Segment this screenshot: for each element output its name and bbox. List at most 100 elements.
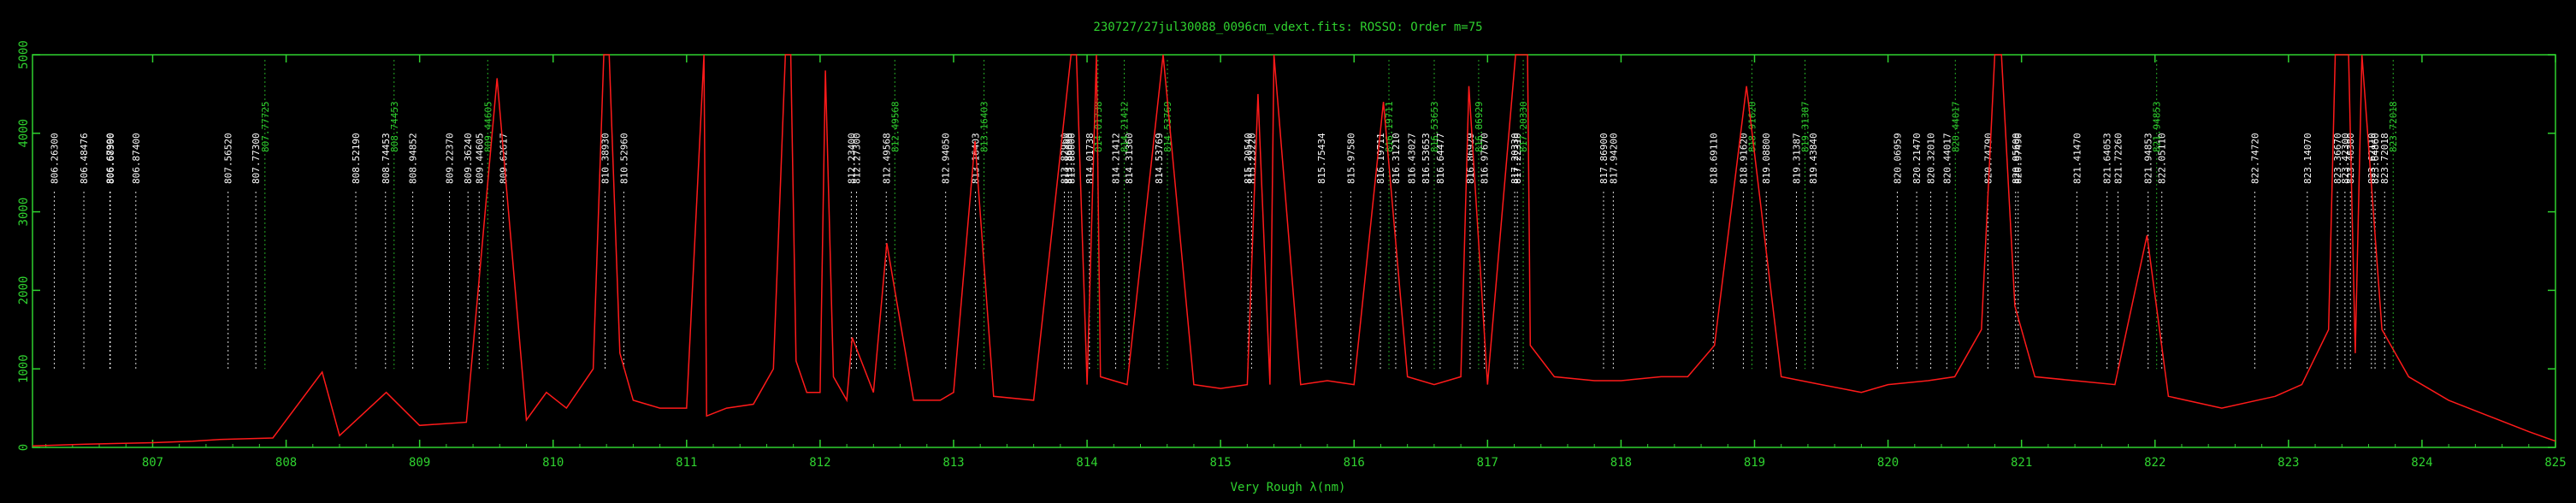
alt-line-label: 820.44017 [1950, 101, 1961, 152]
x-tick-label: 820 [1877, 456, 1899, 470]
x-tick-label: 814 [1076, 456, 1097, 470]
catalog-line-label: 819.43840 [1808, 133, 1819, 184]
alt-line-label: 816.86929 [1474, 101, 1485, 152]
x-tick-label: 823 [2278, 456, 2299, 470]
catalog-line-label: 812.23400 [846, 133, 857, 184]
alt-line-label: 808.74453 [389, 101, 400, 152]
catalog-line-label: 813.86090 [1063, 133, 1074, 184]
catalog-line-label: 814.21412 [1110, 133, 1121, 184]
catalog-line-label: 823.72018 [2379, 133, 2390, 184]
catalog-line-label: 817.86900 [1598, 133, 1610, 184]
catalog-line-label: 821.64053 [2102, 133, 2113, 184]
catalog-line-label: 820.06959 [1892, 133, 1903, 184]
catalog-line-label: 822.74720 [2249, 133, 2260, 184]
catalog-line-label: 818.69110 [1708, 133, 1719, 184]
x-tick-label: 808 [275, 456, 297, 470]
catalog-line-label: 820.97490 [2013, 133, 2024, 184]
alt-line-label: 823.72018 [2388, 101, 2399, 152]
chart-title: 230727/27jul30088_0096cm_vdext.fits: ROS… [1093, 21, 1482, 34]
catalog-line-label: 821.72260 [2112, 133, 2124, 184]
alt-line-label: 814.21412 [1119, 101, 1130, 152]
catalog-line-label: 812.27300 [852, 133, 863, 184]
catalog-line-label: 810.38930 [600, 133, 611, 184]
x-tick-label: 810 [542, 456, 564, 470]
catalog-line-label: 813.88000 [1066, 133, 1077, 184]
catalog-line-label: 810.52960 [618, 133, 629, 184]
catalog-line-label: 818.91620 [1738, 133, 1749, 184]
catalog-line-label: 821.94853 [2143, 133, 2154, 184]
catalog-line-label: 815.75434 [1316, 133, 1327, 184]
axis-ticks-group: 807 808 809 810 811 812 813 814 815 816 817 818 819 8… [17, 40, 2567, 470]
alt-line-label: 819.31387 [1799, 101, 1811, 152]
catalog-line-label: 817.94200 [1608, 133, 1619, 184]
catalog-line-label: 814.31360 [1124, 133, 1135, 184]
x-tick-label: 816 [1344, 456, 1365, 470]
catalog-line-label: 823.64860 [2370, 133, 2381, 184]
x-tick-label: 818 [1610, 456, 1632, 470]
alt-line-label: 809.44605 [482, 101, 493, 152]
catalog-line-label: 809.22370 [445, 133, 456, 184]
plot-frame-group [32, 54, 2556, 448]
x-axis-label: Very Rough λ(nm) [1231, 481, 1346, 494]
catalog-line-label: 809.44605 [474, 133, 485, 184]
catalog-line-label: 807.77300 [251, 133, 262, 184]
x-tick-label: 809 [409, 456, 430, 470]
alt-line-label: 817.20330 [1518, 101, 1529, 152]
x-tick-label: 813 [942, 456, 964, 470]
catalog-line-label: 817.20330 [1510, 133, 1521, 184]
catalog-line-label: 807.56520 [223, 133, 234, 184]
x-tick-label: 811 [676, 456, 697, 470]
catalog-line-label: 815.20540 [1243, 133, 1254, 184]
catalog-line-label: 816.19711 [1375, 133, 1386, 184]
catalog-line-label: 808.94852 [408, 133, 419, 184]
x-tick-label: 817 [1477, 456, 1498, 470]
catalog-line-label: 808.74453 [381, 133, 392, 184]
catalog-line-label: 819.08800 [1761, 133, 1772, 184]
catalog-line-label: 814.53769 [1154, 133, 1165, 184]
y-tick-label: 4000 [17, 119, 31, 148]
catalog-line-label: 817.22310 [1512, 133, 1523, 184]
x-tick-label: 821 [2011, 456, 2032, 470]
catalog-line-label: 812.94050 [941, 133, 952, 184]
x-tick-label: 822 [2144, 456, 2165, 470]
catalog-line-label: 820.44017 [1941, 133, 1953, 184]
y-tick-label: 0 [17, 444, 31, 451]
alt-line-label: 816.53653 [1429, 101, 1440, 152]
catalog-line-label: 809.36240 [463, 133, 474, 184]
x-tick-label: 807 [142, 456, 163, 470]
catalog-line-label: 816.53653 [1421, 133, 1432, 184]
catalog-line-label: 806.68300 [105, 133, 116, 184]
x-tick-label: 815 [1210, 456, 1232, 470]
alt-line-label: 814.01738 [1093, 101, 1104, 152]
spectrum-series-group [32, 54, 2556, 447]
catalog-line-label: 816.31210 [1391, 133, 1402, 184]
x-tick-label: 824 [2411, 456, 2432, 470]
catalog-line-label: 806.67990 [105, 133, 116, 184]
catalog-line-label: 820.21470 [1911, 133, 1923, 184]
catalog-line-label: 816.64477 [1435, 133, 1446, 184]
catalog-line-label: 819.31387 [1791, 133, 1802, 184]
catalog-line-label: 808.52190 [351, 133, 362, 184]
catalog-line-label: 822.05110 [2157, 133, 2168, 184]
catalog-line-label: 806.26300 [49, 133, 60, 184]
catalog-line-label: 815.97580 [1345, 133, 1356, 184]
catalog-line-label: 821.41470 [2071, 133, 2083, 184]
alt-line-label: 807.77725 [260, 101, 271, 152]
catalog-line-label: 820.32010 [1926, 133, 1937, 184]
catalog-line-label: 823.36670 [2332, 133, 2343, 184]
x-tick-label: 812 [809, 456, 830, 470]
alt-line-label: 821.94853 [2152, 101, 2163, 152]
spectrum-line [32, 54, 2556, 447]
alt-line-label: 818.91620 [1746, 101, 1758, 152]
catalog-line-label: 813.82960 [1059, 133, 1070, 184]
catalog-line-label: 820.74790 [1982, 133, 1994, 184]
catalog-line-label: 823.14070 [2302, 133, 2313, 184]
catalog-line-label: 806.48476 [79, 133, 90, 184]
y-tick-label: 3000 [17, 198, 31, 227]
x-tick-label: 825 [2544, 456, 2566, 470]
catalog-line-label: 816.43027 [1406, 133, 1417, 184]
alt-line-label: 813.16403 [979, 101, 990, 152]
y-tick-label: 1000 [17, 354, 31, 383]
